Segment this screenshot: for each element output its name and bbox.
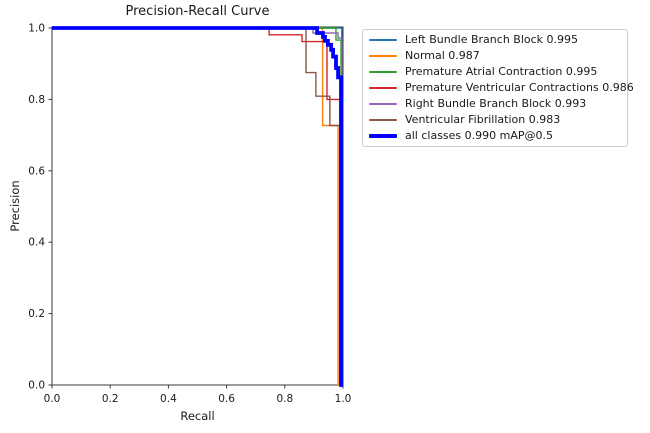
x-tick-label: 0.2 <box>102 393 119 405</box>
legend-item: Premature Atrial Contraction 0.995 <box>369 64 621 80</box>
y-tick-label: 0.2 <box>28 308 45 320</box>
legend-item: Ventricular Fibrillation 0.983 <box>369 112 621 128</box>
legend-item-label: Premature Atrial Contraction 0.995 <box>405 65 598 78</box>
x-tick-label: 0.8 <box>276 393 293 405</box>
x-tick-label: 0.0 <box>44 393 61 405</box>
pr-curve-left-bundle-branch-block <box>52 27 343 386</box>
legend-item-label: all classes 0.990 mAP@0.5 <box>405 129 554 142</box>
y-tick-label: 0.6 <box>28 165 45 177</box>
x-axis-label: Recall <box>180 409 215 423</box>
legend-item: Left Bundle Branch Block 0.995 <box>369 32 621 48</box>
legend-line-swatch <box>369 119 397 121</box>
legend-line-swatch <box>369 39 397 41</box>
legend-item-label: Left Bundle Branch Block 0.995 <box>405 33 579 46</box>
legend-box: Left Bundle Branch Block 0.995 Normal 0.9… <box>362 29 634 147</box>
x-tick-label: 0.4 <box>160 393 177 405</box>
x-tick-label: 0.6 <box>218 393 235 405</box>
legend-item: Right Bundle Branch Block 0.993 <box>369 96 621 112</box>
pr-curve-ventricular-fibrillation <box>52 27 343 386</box>
legend-item-label: Normal 0.987 <box>405 49 480 62</box>
legend-line-swatch <box>369 87 397 89</box>
axes-spines <box>51 26 344 386</box>
y-tick-label: 0.0 <box>28 380 45 392</box>
pr-curve-all-classes <box>52 26 343 387</box>
legend-line-swatch <box>369 103 397 105</box>
y-tick-label: 0.4 <box>28 237 45 249</box>
legend-item-label: Premature Ventricular Contractions 0.986 <box>405 81 634 94</box>
chart-title: Precision-Recall Curve <box>125 4 270 19</box>
x-tick-label: 1.0 <box>335 393 352 405</box>
pr-curve-premature-ventricular-contractions <box>52 27 343 386</box>
legend-item: Normal 0.987 <box>369 48 621 64</box>
pr-curve-normal <box>52 27 343 386</box>
legend-line-swatch <box>369 134 397 138</box>
legend-item: all classes 0.990 mAP@0.5 <box>369 128 621 144</box>
legend-line-swatch <box>369 71 397 73</box>
legend-item-label: Ventricular Fibrillation 0.983 <box>405 113 561 126</box>
y-tick-label: 0.8 <box>28 94 45 106</box>
pr-curve-right-bundle-branch-block <box>52 27 343 386</box>
pr-curve-premature-atrial-contraction <box>52 27 343 386</box>
legend-item-label: Right Bundle Branch Block 0.993 <box>405 97 587 110</box>
legend-line-swatch <box>369 55 397 57</box>
legend-item: Premature Ventricular Contractions 0.986 <box>369 80 634 96</box>
y-tick-label: 1.0 <box>28 23 45 35</box>
y-axis-label: Precision <box>8 180 22 232</box>
